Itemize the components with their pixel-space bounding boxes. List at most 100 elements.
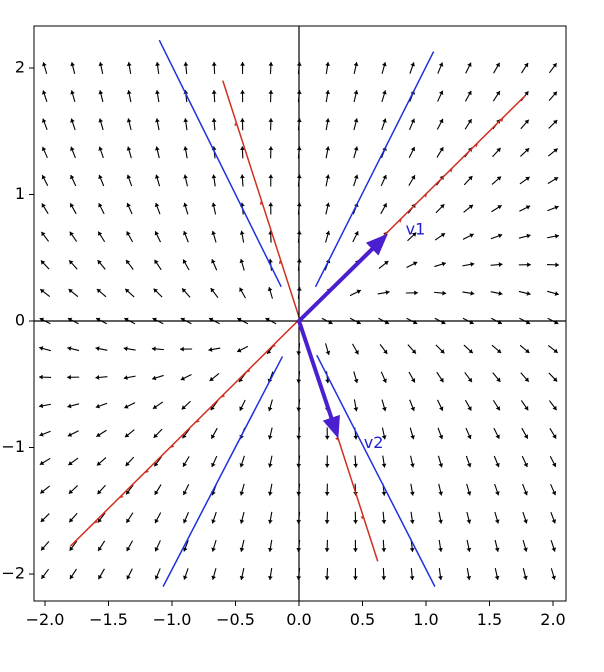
field-arrow [67,403,80,409]
field-arrow [69,231,78,242]
field-arrow [183,146,189,159]
field-arrow [409,118,416,130]
field-arrow [239,455,245,468]
field-arrow [95,375,108,380]
field-arrow [211,511,217,524]
field-arrow [408,371,416,383]
field-arrow [126,231,134,243]
field-arrow [493,427,500,440]
field-arrow [325,230,331,243]
x-tick-label: 1.5 [477,610,502,629]
field-arrow [522,539,528,552]
field-arrow [154,231,161,243]
field-arrow [518,233,531,239]
field-arrow [490,233,503,240]
field-arrow [466,567,472,581]
field-arrow [39,288,51,298]
field-arrow [180,374,192,381]
eigen-line-arrow [145,469,149,474]
field-arrow [494,539,500,552]
field-arrow [325,146,331,159]
eigenvector-label-v2: v2 [364,433,384,452]
trajectory-line [316,354,436,587]
x-tick-label: 1.0 [413,610,438,629]
field-arrow [69,568,77,580]
field-arrow [125,512,134,524]
field-arrow [267,455,273,468]
field-arrow [180,346,193,352]
field-arrow [349,289,362,297]
field-arrow [97,568,105,580]
eigen-line-arrow [120,494,124,499]
field-arrow [463,175,473,186]
field-arrow [70,90,76,103]
field-arrow [547,290,559,296]
field-arrow [70,62,76,74]
field-arrow [381,118,387,131]
field-arrow [154,512,162,524]
field-arrow [381,399,387,412]
field-arrow [126,146,132,159]
vector-field-arrows [38,61,560,581]
field-arrow [95,402,108,409]
field-arrow [154,259,162,271]
field-arrow [548,91,558,102]
field-arrow [436,146,444,158]
field-arrow [436,371,444,383]
field-arrow [267,427,273,440]
field-arrow [154,174,161,187]
field-arrow [268,202,274,215]
field-arrow [268,539,273,552]
field-arrow [41,203,49,214]
field-arrow [267,399,273,412]
field-arrow [550,568,556,580]
field-arrow [353,539,358,552]
field-arrow [381,567,387,581]
y-tick-label: 2 [15,58,25,77]
field-arrow [437,455,444,468]
field-arrow [40,231,50,242]
field-arrow [465,455,472,468]
field-arrow [437,399,444,411]
field-arrow [268,567,273,581]
field-arrow [466,483,472,496]
field-arrow [407,344,417,354]
field-arrow [155,146,160,159]
field-arrow [324,539,330,552]
field-arrow [126,540,134,552]
field-arrow [436,118,444,130]
field-arrow [183,61,189,75]
field-arrow [494,511,500,524]
field-arrow [211,174,217,187]
eigenvector-v2: v2 [297,319,384,452]
eigen-line-arrow [221,394,226,398]
field-arrow [39,485,51,494]
field-arrow [324,427,330,440]
field-arrow [465,62,472,74]
field-arrow [379,343,388,355]
y-tick-label: −2 [1,564,25,583]
x-tick-label: 0.0 [286,610,311,629]
field-arrow [381,455,387,468]
field-arrow [68,485,78,495]
field-arrow [521,62,529,74]
field-arrow [547,148,559,157]
field-arrow [39,457,51,466]
field-arrow [438,483,443,496]
field-arrow [353,455,359,468]
field-arrow [40,540,50,551]
field-arrow [522,568,528,580]
field-arrow [70,146,76,159]
field-arrow [239,287,246,299]
field-arrow [380,174,387,187]
trajectory-line [162,356,284,587]
field-arrow [123,375,136,381]
field-arrow [352,343,359,355]
field-arrow [548,372,558,382]
field-arrow [155,90,160,103]
field-arrow [492,90,501,102]
field-arrow [492,399,501,411]
field-arrow [239,539,245,552]
field-arrow [490,291,503,296]
field-arrow [155,61,160,75]
